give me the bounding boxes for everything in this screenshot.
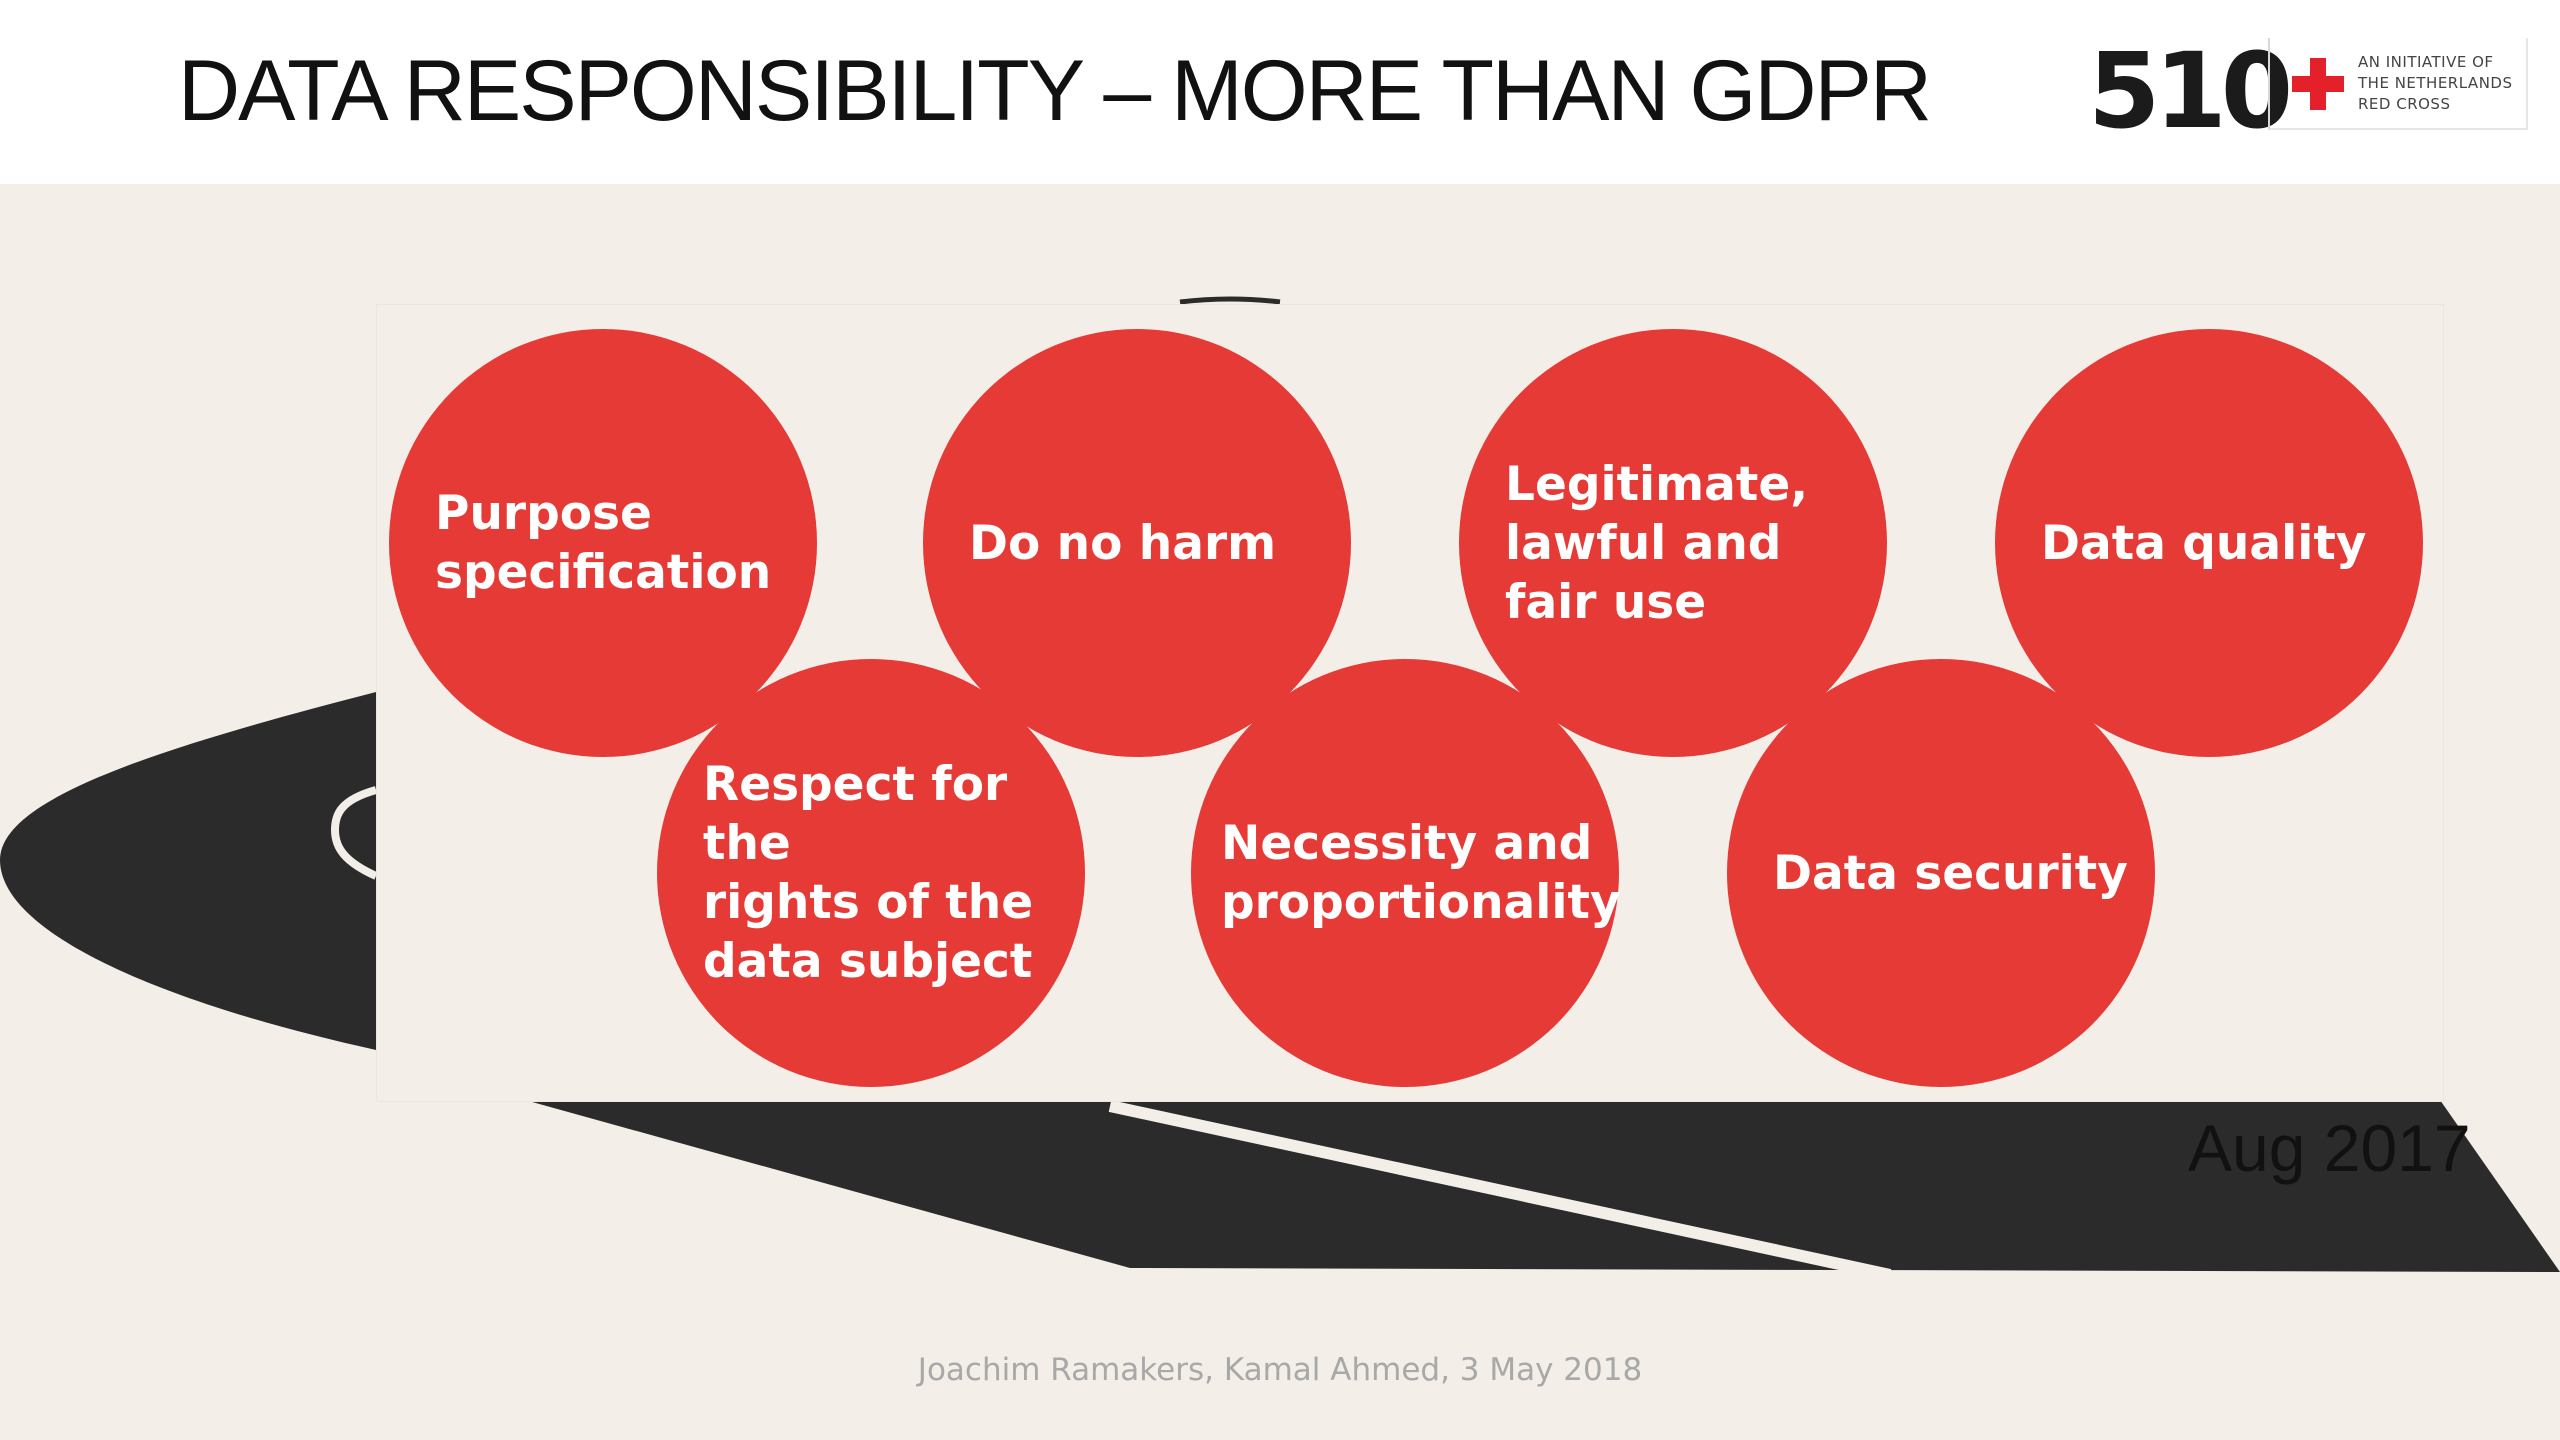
principles-panel: Purpose specification Do no harm Legitim…: [376, 304, 2444, 1102]
initiative-line: AN INITIATIVE OF: [2358, 53, 2494, 71]
principle-necessity-proportionality: Necessity and proportionality: [1191, 659, 1621, 1087]
initiative-line: RED CROSS: [2358, 95, 2451, 113]
principle-legitimate-lawful-fair-use: Legitimate, lawful and fair use: [1459, 329, 1887, 757]
red-cross-icon: [2292, 58, 2344, 110]
principle-data-security: Data security: [1727, 659, 2155, 1087]
slide-footer: Joachim Ramakers, Kamal Ahmed, 3 May 201…: [917, 1352, 1643, 1388]
slide-title: DATA RESPONSIBILITY – MORE THAN GDPR: [178, 43, 1932, 139]
initiative-line: THE NETHERLANDS: [2358, 74, 2513, 92]
principle-purpose-specification: Purpose specification: [389, 329, 817, 757]
initiative-text: AN INITIATIVE OF THE NETHERLANDS RED CRO…: [2358, 52, 2512, 115]
principle-respect-rights: Respect for the rights of the data subje…: [657, 659, 1085, 1087]
slide-header: DATA RESPONSIBILITY – MORE THAN GDPR 510…: [0, 0, 2560, 184]
principle-data-quality: Data quality: [1995, 329, 2423, 757]
510-logo: 510: [2088, 30, 2293, 152]
date-label: Aug 2017: [2188, 1111, 2471, 1185]
principle-do-no-harm: Do no harm: [923, 329, 1351, 757]
red-cross-badge: AN INITIATIVE OF THE NETHERLANDS RED CRO…: [2268, 38, 2528, 130]
